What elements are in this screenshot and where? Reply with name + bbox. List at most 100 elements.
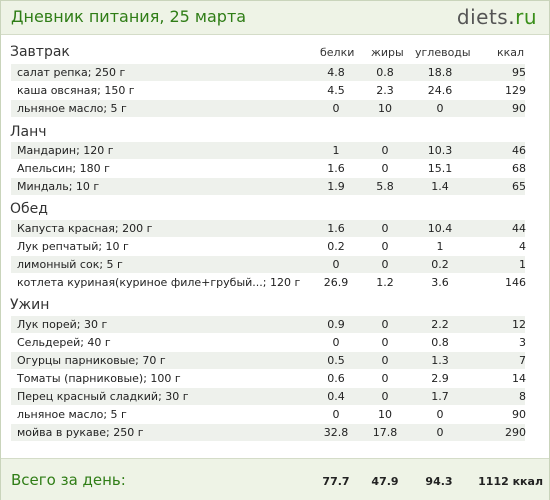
food-fat: 0: [381, 390, 389, 403]
food-protein: 4.8: [327, 66, 345, 79]
food-row: каша овсяная; 150 г 4.5 2.3 24.6 129: [11, 82, 526, 99]
food-fat: 0: [381, 240, 389, 253]
food-fat: 0: [381, 336, 389, 349]
food-name: Сельдерей; 40 г: [17, 336, 111, 349]
food-row: Лук репчатый; 10 г 0.2 0 1 4: [11, 238, 526, 255]
food-kcal: 46: [512, 144, 526, 157]
total-protein: 77.7: [322, 475, 350, 488]
food-name: Апельсин; 180 г: [17, 162, 110, 175]
food-name: мойва в рукаве; 250 г: [17, 426, 144, 439]
food-protein: 0.5: [327, 354, 345, 367]
food-row: Мандарин; 120 г 1 0 10.3 46: [11, 142, 526, 159]
food-carbs: 1: [436, 240, 444, 253]
food-carbs: 1.7: [431, 390, 449, 403]
food-name: Лук репчатый; 10 г: [17, 240, 129, 253]
food-protein: 0: [332, 408, 340, 421]
food-row: Миндаль; 10 г 1.9 5.8 1.4 65: [11, 178, 526, 195]
food-kcal: 3: [519, 336, 526, 349]
food-row: Капуста красная; 200 г 1.6 0 10.4 44: [11, 220, 526, 237]
food-protein: 0.9: [327, 318, 345, 331]
food-row: котлета куриная(куриное филе+грубый...; …: [11, 274, 526, 291]
food-carbs: 18.8: [427, 66, 453, 79]
food-name: Огурцы парниковые; 70 г: [17, 354, 166, 367]
food-fat: 5.8: [376, 180, 394, 193]
food-row: Перец красный сладкий; 30 г 0.4 0 1.7 8: [11, 388, 526, 405]
food-fat: 0: [381, 162, 389, 175]
food-carbs: 24.6: [427, 84, 453, 97]
food-fat: 0: [381, 222, 389, 235]
food-protein: 1.6: [327, 162, 345, 175]
header-bar: Дневник питания, 25 марта diets.ru: [1, 1, 549, 35]
food-protein: 4.5: [327, 84, 345, 97]
food-kcal: 1: [519, 258, 526, 271]
food-kcal: 7: [519, 354, 526, 367]
total-carbs: 94.3: [425, 475, 453, 488]
food-kcal: 290: [505, 426, 526, 439]
food-protein: 0: [332, 258, 340, 271]
food-name: каша овсяная; 150 г: [17, 84, 135, 97]
total-kcal: 1112 ккал: [478, 475, 543, 488]
food-name: Мандарин; 120 г: [17, 144, 114, 157]
food-kcal: 68: [512, 162, 526, 175]
food-fat: 10: [378, 408, 392, 421]
food-row: Огурцы парниковые; 70 г 0.5 0 1.3 7: [11, 352, 526, 369]
food-carbs: 2.9: [431, 372, 449, 385]
food-row: Лук порей; 30 г 0.9 0 2.2 12: [11, 316, 526, 333]
column-header-carbs: углеводы: [415, 46, 471, 59]
food-kcal: 95: [512, 66, 526, 79]
food-kcal: 90: [512, 102, 526, 115]
column-header-kcal: ккал: [497, 46, 525, 59]
food-fat: 0: [381, 354, 389, 367]
food-name: Капуста красная; 200 г: [17, 222, 153, 235]
food-protein: 1.9: [327, 180, 345, 193]
food-name: Миндаль; 10 г: [17, 180, 100, 193]
page-title: Дневник питания, 25 марта: [11, 7, 247, 26]
food-name: льняное масло; 5 г: [17, 408, 127, 421]
food-row: мойва в рукаве; 250 г 32.8 17.8 0 290: [11, 424, 526, 441]
food-fat: 0: [381, 318, 389, 331]
logo-name: diets: [456, 5, 509, 29]
meal-title-lunch: Ланч: [10, 124, 47, 140]
meal-title-supper: Ужин: [10, 297, 50, 313]
food-protein: 0: [332, 336, 340, 349]
food-name: Томаты (парниковые); 100 г: [17, 372, 181, 385]
food-kcal: 4: [519, 240, 526, 253]
food-kcal: 129: [505, 84, 526, 97]
site-logo[interactable]: diets.ru: [457, 5, 537, 29]
food-row: льняное масло; 5 г 0 10 0 90: [11, 100, 526, 117]
food-carbs: 2.2: [431, 318, 449, 331]
food-protein: 0.2: [327, 240, 345, 253]
food-carbs: 15.1: [427, 162, 453, 175]
total-fat: 47.9: [371, 475, 399, 488]
food-name: Перец красный сладкий; 30 г: [17, 390, 189, 403]
column-header-protein: белки: [320, 46, 355, 59]
food-carbs: 0.8: [431, 336, 449, 349]
food-carbs: 10.4: [427, 222, 453, 235]
food-row: салат репка; 250 г 4.8 0.8 18.8 95: [11, 64, 526, 81]
food-fat: 2.3: [376, 84, 394, 97]
food-protein: 32.8: [323, 426, 349, 439]
food-name: салат репка; 250 г: [17, 66, 126, 79]
meal-title-dinner: Обед: [10, 201, 48, 217]
logo-dot: .: [508, 5, 516, 29]
food-kcal: 146: [505, 276, 526, 289]
food-carbs: 0: [436, 426, 444, 439]
logo-tld: ru: [515, 5, 537, 29]
food-fat: 0: [381, 144, 389, 157]
food-kcal: 8: [519, 390, 526, 403]
food-fat: 17.8: [372, 426, 398, 439]
food-protein: 0.6: [327, 372, 345, 385]
food-name: льняное масло; 5 г: [17, 102, 127, 115]
food-fat: 10: [378, 102, 392, 115]
food-kcal: 65: [512, 180, 526, 193]
food-row: Апельсин; 180 г 1.6 0 15.1 68: [11, 160, 526, 177]
food-kcal: 12: [512, 318, 526, 331]
food-row: Томаты (парниковые); 100 г 0.6 0 2.9 14: [11, 370, 526, 387]
food-fat: 0: [381, 372, 389, 385]
food-carbs: 1.4: [431, 180, 449, 193]
food-name: лимонный сок; 5 г: [17, 258, 123, 271]
food-carbs: 0.2: [431, 258, 449, 271]
food-fat: 0.8: [376, 66, 394, 79]
food-fat: 1.2: [376, 276, 394, 289]
totals-label: Всего за день:: [11, 471, 126, 489]
